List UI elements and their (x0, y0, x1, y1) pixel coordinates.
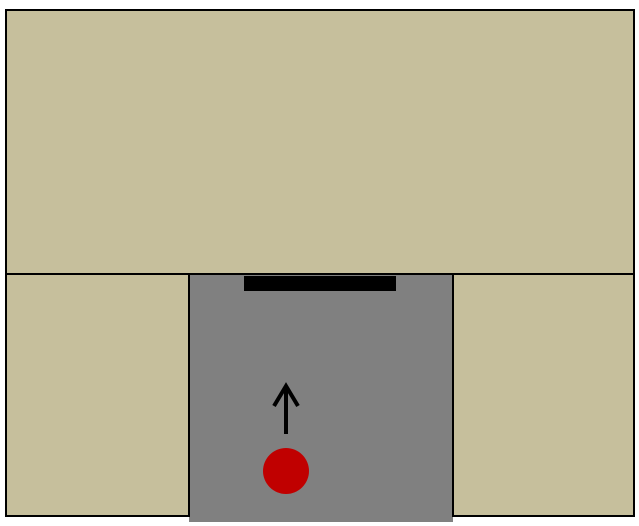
agent-dot (263, 448, 309, 494)
top-wall-block (5, 9, 635, 275)
arrow-head (272, 382, 300, 408)
right-wall-block (452, 273, 635, 517)
barrier-bar (244, 276, 396, 291)
corridor-floor (189, 274, 453, 522)
left-wall-block (5, 273, 190, 517)
up-arrow-icon (272, 382, 300, 434)
